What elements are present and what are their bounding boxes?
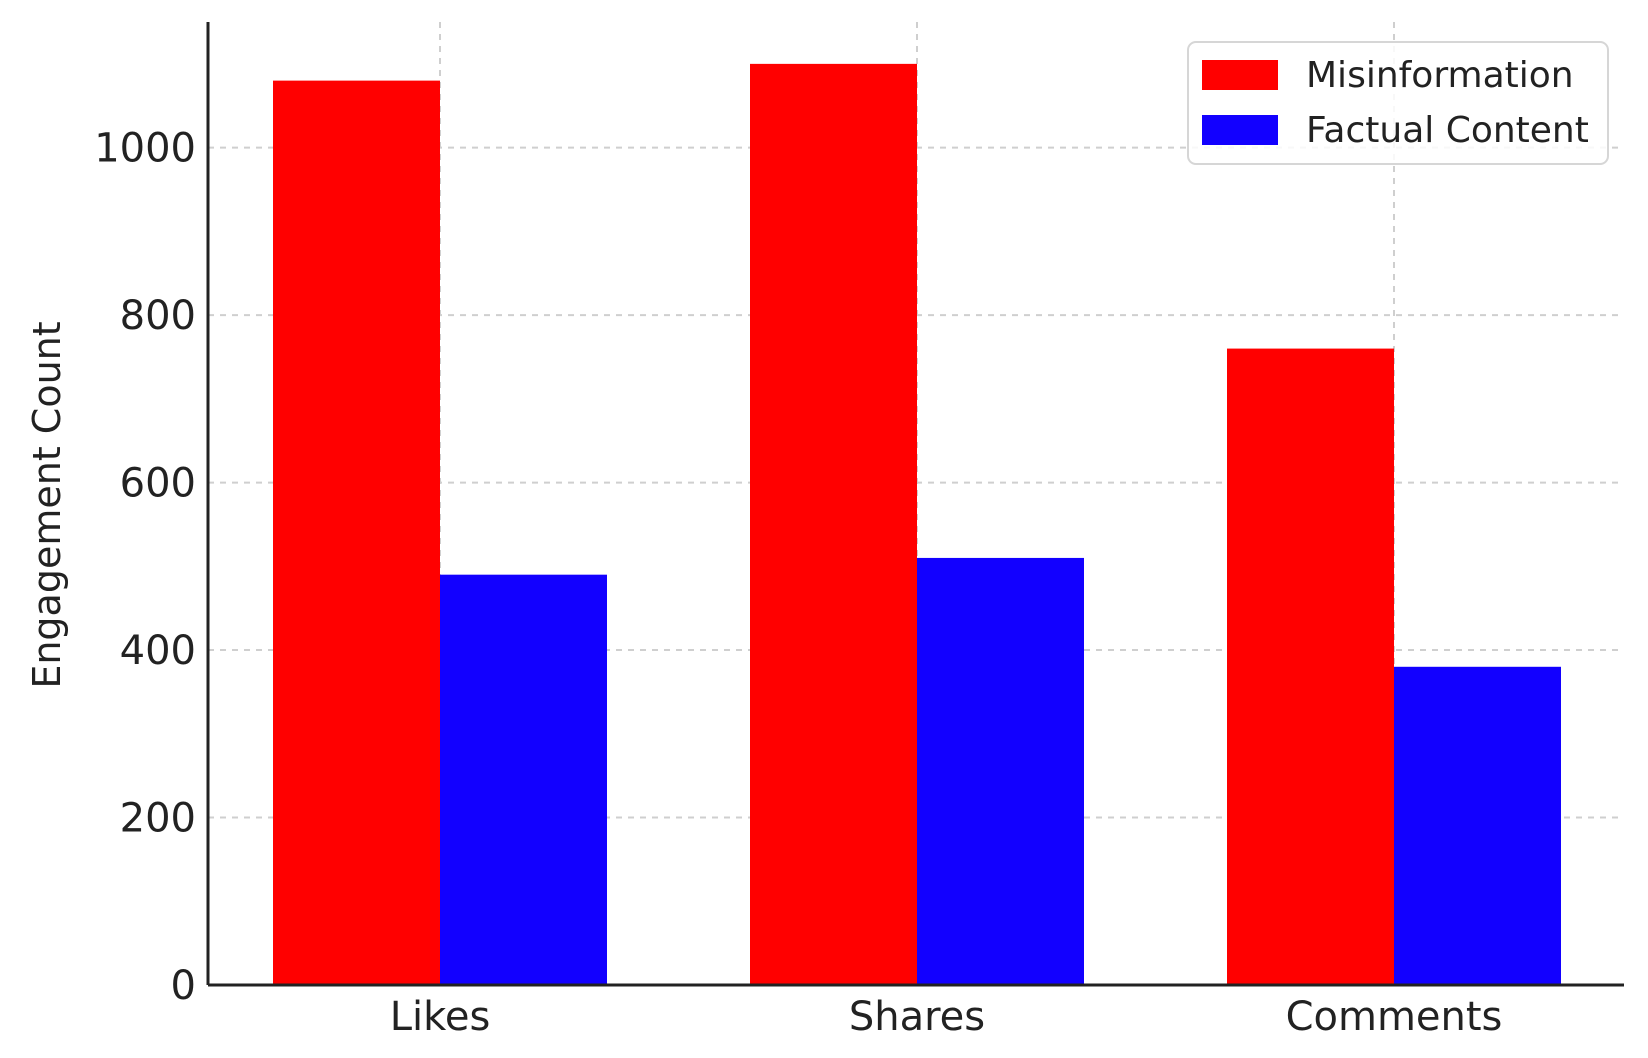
legend-swatch [1202,60,1278,90]
tick-labels: 0 200 400 600 800 1000 Likes Shares Comments [94,126,1502,1040]
legend-label: Factual Content [1306,110,1589,151]
bar-factual-content-likes [440,574,607,985]
x-tick-label: Comments [1286,994,1503,1040]
y-tick-label: 800 [120,293,196,339]
y-tick-label: 200 [120,796,196,842]
axes [206,22,1624,987]
y-tick-label: 400 [120,628,196,674]
bar-factual-content-shares [917,557,1084,985]
legend-swatch [1202,115,1278,145]
bar-misinformation-likes [273,80,440,986]
legend-box [1187,41,1609,165]
y-axis-title: Engagement Count [25,321,69,688]
legend: Misinformation Factual Content [1187,41,1609,165]
x-tick-label: Shares [849,994,985,1040]
y-tick-label: 600 [120,461,196,507]
bars [273,63,1561,986]
x-tick-label: Likes [390,994,491,1040]
bar-misinformation-shares [750,63,917,985]
y-tick-label: 0 [171,963,196,1009]
bar-factual-content-comments [1394,666,1561,985]
y-tick-label: 1000 [94,126,196,172]
legend-label: Misinformation [1306,55,1574,96]
bar-misinformation-comments [1227,348,1394,985]
